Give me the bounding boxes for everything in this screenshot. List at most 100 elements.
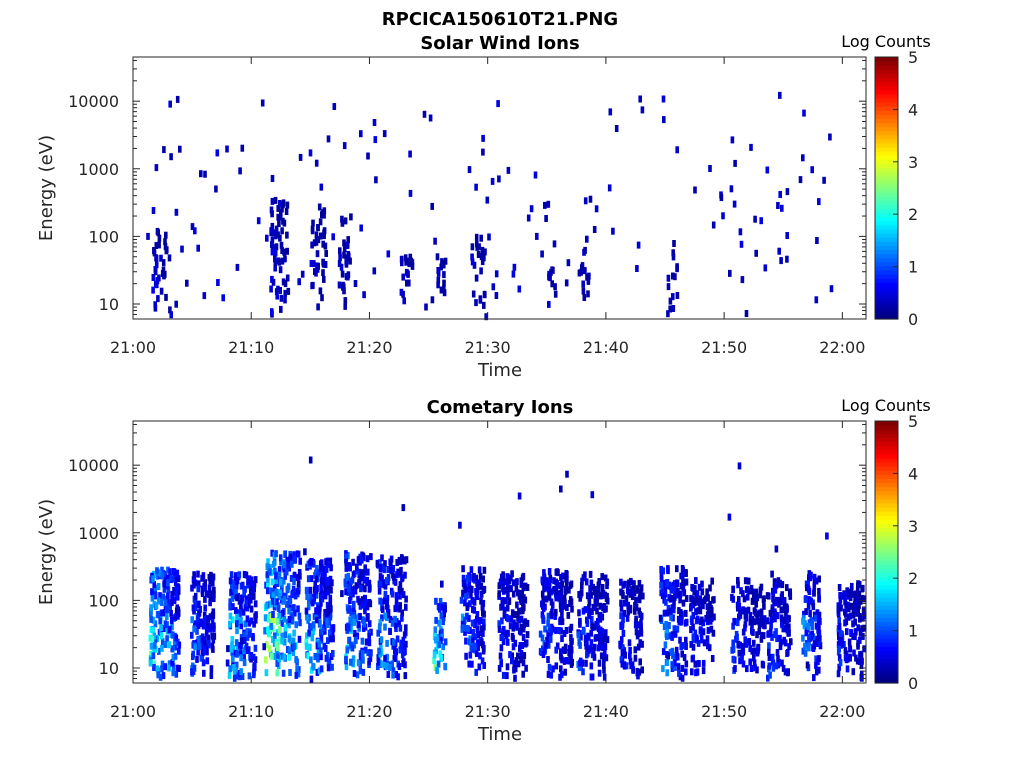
spectrogram-cell [309,656,313,664]
spectrogram-cell [287,564,291,572]
spectrogram-cell [207,639,211,647]
spectrogram-cell [579,589,584,597]
spectrogram-cell [235,646,240,653]
y-tick-label: 10000 [68,92,119,111]
spectrogram-cell [544,581,549,589]
spectrogram-cell [639,612,644,620]
colorbar-tick-label: 0 [908,674,918,693]
spectrogram-cell [479,234,483,242]
spectrogram-cell [276,651,280,659]
spectrogram-cell [234,572,238,580]
spectrogram-cell [282,561,287,569]
spectrogram-cell [501,579,505,587]
spectrogram-cell [208,577,212,585]
spectrogram-cell [553,290,558,298]
spectrogram-cell [668,583,673,590]
spectrogram-cell [858,629,863,637]
spectrogram-cell [515,601,519,609]
spectrogram-cell [402,631,407,639]
spectrogram-cell [587,633,591,641]
spectrogram-cell [460,620,465,628]
spectrogram-cell [385,639,389,647]
spectrogram-cell [285,201,290,209]
spectrogram-cell [180,245,184,253]
colorbar-step [875,433,898,438]
spectrogram-cell [708,165,712,172]
spectrogram-cell [770,570,774,578]
spectrogram-cell [549,611,553,618]
spectrogram-cell [437,619,441,627]
spectrogram-cell [201,649,205,656]
spectrogram-cell [193,227,197,235]
spectrogram-cell [516,660,521,668]
spectrogram-cell [270,275,274,283]
spectrogram-cell [340,219,345,227]
spectrogram-cell [587,272,591,280]
spectrogram-cell [755,631,759,639]
colorbar-tick-label: 0 [908,310,918,329]
spectrogram-cell [802,109,806,117]
spectrogram-cell [351,571,356,579]
spectrogram-cell [582,294,587,301]
spectrogram-cell [682,589,687,597]
spectrogram-cell [262,643,266,651]
spectrogram-cell [372,119,377,126]
colorbar-step [875,588,898,594]
spectrogram-cell [264,669,269,677]
colorbar-step [875,637,898,643]
spectrogram-cell [278,266,283,274]
spectrogram-cell [221,294,225,302]
spectrogram-cell [475,639,480,647]
spectrogram-cell [757,621,762,629]
colorbar-step [875,470,898,475]
colorbar-step [875,617,898,623]
spectrogram-cell [779,257,783,265]
spectrogram-cell [482,662,486,669]
spectrogram-cell [240,673,245,680]
spectrogram-cell [741,644,745,652]
spectrogram-cell [210,632,214,640]
colorbar-step [875,224,898,230]
spectrogram-cell [505,573,510,581]
spectrogram-cell [318,287,323,295]
spectrogram-cell [539,649,544,656]
spectrogram-cell [201,659,206,667]
spectrogram-cell [853,605,857,612]
spectrogram-cell [629,578,633,586]
spectrogram-cell [235,613,239,621]
spectrogram-cell [357,598,362,606]
spectrogram-cell [638,639,642,647]
spectrogram-cell [285,562,289,570]
spectrogram-cell [271,229,276,237]
spectrogram-cell [231,616,235,624]
spectrogram-cell [506,615,510,623]
spectrogram-cell [533,171,538,179]
spectrogram-cell [552,577,556,585]
spectrogram-cell [477,579,482,587]
colorbar-step [875,97,898,103]
spectrogram-cell [245,628,250,636]
spectrogram-cell [273,249,278,257]
spectrogram-cell [235,650,239,658]
spectrogram-cell [672,664,677,671]
spectrogram-cell [311,621,316,629]
spectrogram-cell [747,638,752,645]
spectrogram-cell [633,646,638,654]
spectrogram-cell [681,642,686,650]
spectrogram-cell [277,220,281,227]
spectrogram-cell [192,581,196,589]
spectrogram-cell [472,261,477,269]
spectrogram-cell [754,588,759,596]
spectrogram-cell [298,619,302,627]
spectrogram-cell [707,606,711,614]
spectrogram-cell [542,585,546,593]
spectrogram-cell [549,598,554,606]
spectrogram-cell [752,588,756,596]
spectrogram-cell [759,635,764,643]
spectrogram-cell [588,195,593,203]
spectrogram-cell [281,201,285,209]
x-tick-label: 21:50 [701,338,747,357]
spectrogram-cell [496,100,500,108]
spectrogram-cell [815,609,820,617]
spectrogram-cell [174,208,179,216]
